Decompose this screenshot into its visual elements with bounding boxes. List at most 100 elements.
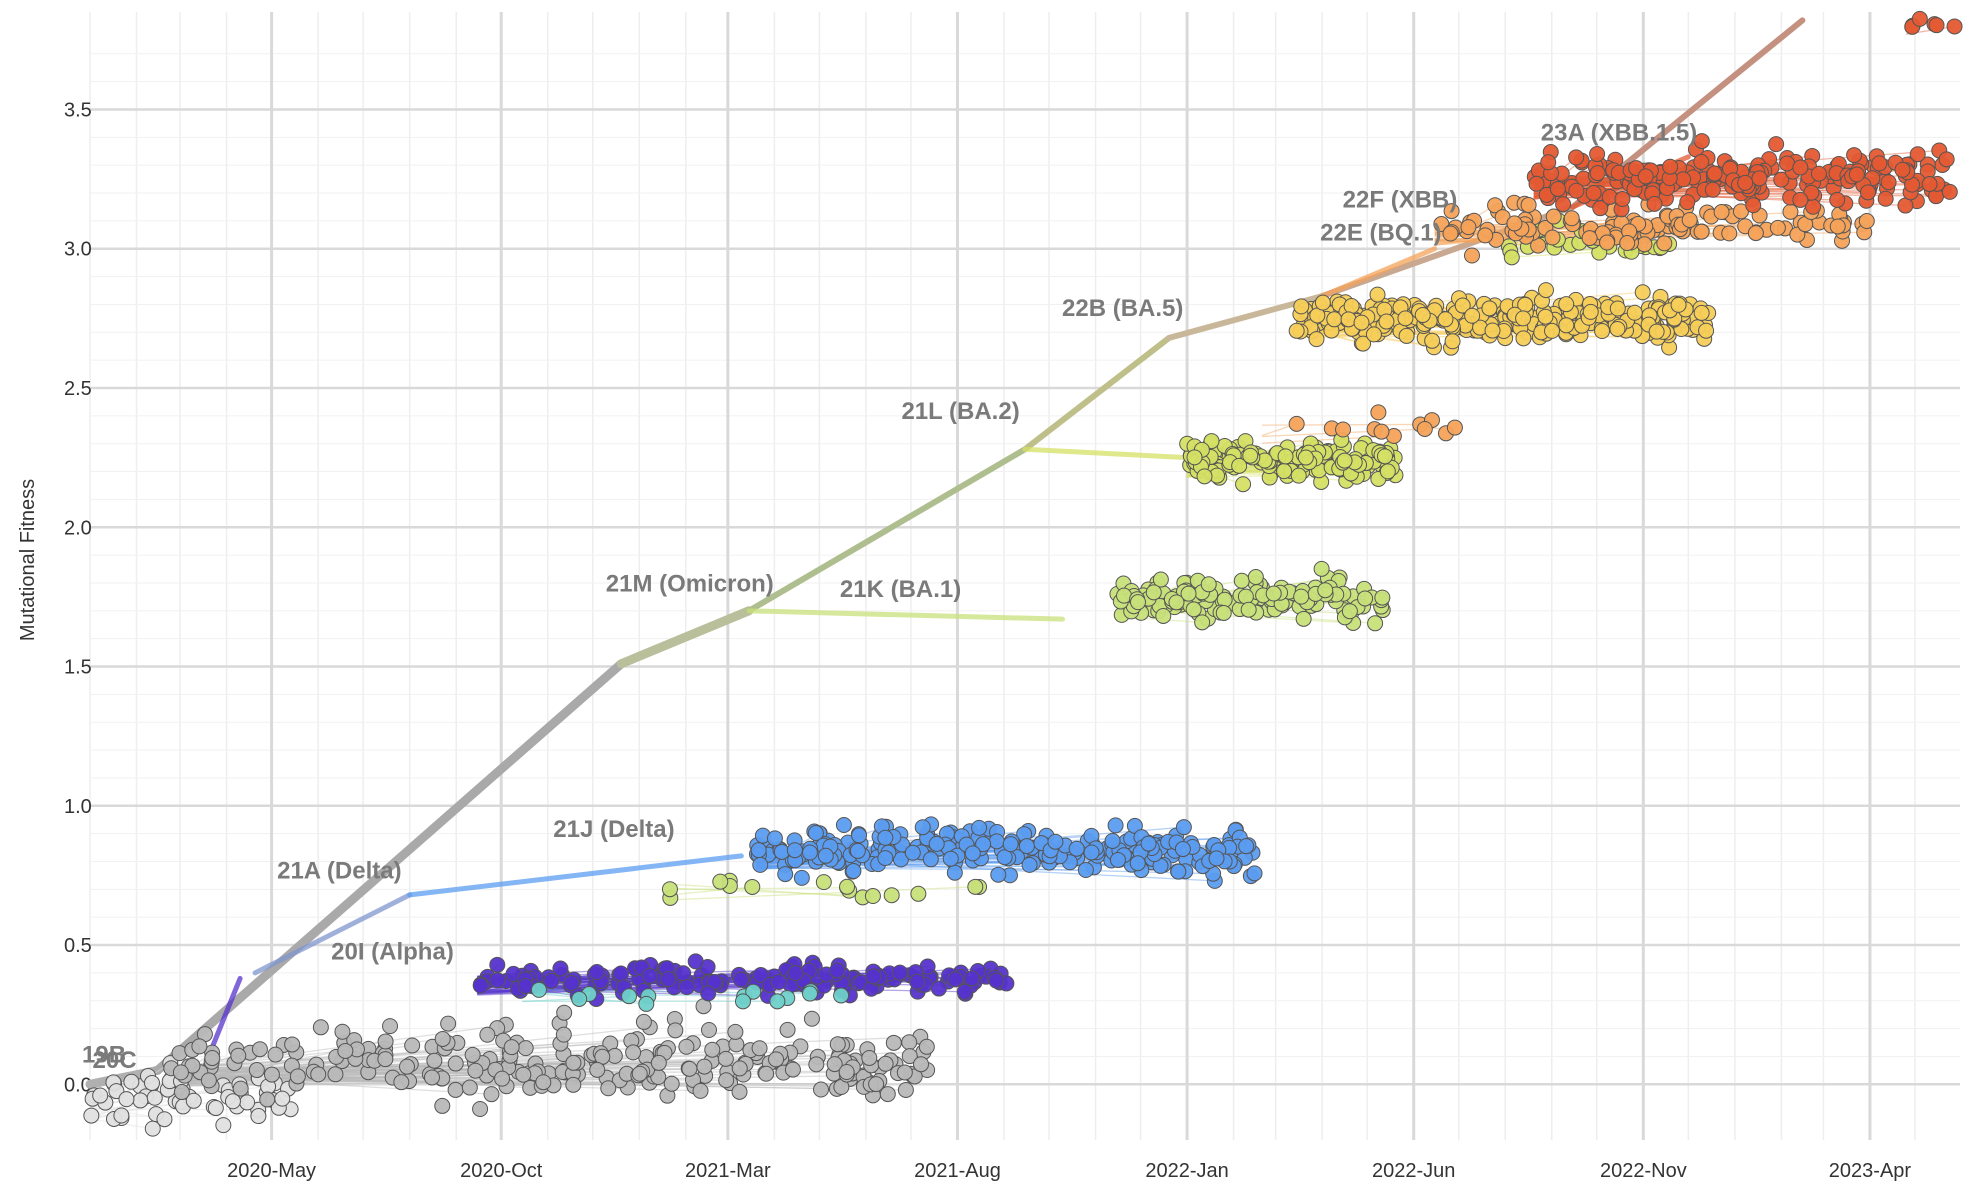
- sample-point: [801, 844, 818, 861]
- sample-point: [232, 1080, 249, 1097]
- sample-point: [1018, 838, 1035, 855]
- sample-point: [1367, 615, 1384, 632]
- y-tick-label: 1.0: [64, 796, 92, 818]
- sample-point: [1938, 151, 1955, 168]
- sample-point: [1365, 326, 1382, 343]
- sample-point: [1335, 421, 1352, 438]
- sample-point: [901, 1048, 918, 1065]
- sample-point: [1442, 225, 1459, 242]
- sample-point: [687, 953, 704, 970]
- sample-point: [1594, 323, 1611, 340]
- sample-point: [1231, 457, 1248, 474]
- sample-point: [625, 1044, 642, 1061]
- sample-point: [423, 1069, 440, 1086]
- sample-point: [1109, 851, 1126, 868]
- sample-point: [1357, 590, 1374, 607]
- sample-point: [1047, 833, 1064, 850]
- y-tick-label: 2.5: [64, 378, 92, 400]
- y-tick-label: 3.5: [64, 99, 92, 121]
- sample-point: [1859, 184, 1876, 201]
- sample-point: [555, 1026, 572, 1043]
- sample-point: [1609, 320, 1626, 337]
- sample-point: [1288, 322, 1305, 339]
- sample-point: [913, 1056, 930, 1073]
- sample-point: [727, 1023, 744, 1040]
- sample-point: [1152, 571, 1169, 588]
- sample-point: [1107, 817, 1124, 834]
- sample-point: [904, 844, 921, 861]
- sample-point: [1463, 247, 1480, 264]
- sample-point: [1313, 560, 1330, 577]
- sample-point: [535, 1074, 552, 1091]
- sample-point: [1104, 832, 1121, 849]
- sample-point: [230, 1047, 247, 1064]
- sample-point: [928, 835, 945, 852]
- sample-point: [239, 1094, 256, 1111]
- sample-point: [1599, 234, 1616, 251]
- clade-branch: [206, 975, 243, 1059]
- sample-point: [784, 1061, 801, 1078]
- sample-point: [621, 988, 638, 1005]
- sample-point: [251, 1041, 268, 1058]
- sample-point: [813, 1081, 830, 1098]
- sample-point: [1568, 182, 1585, 199]
- y-tick-label: 3.0: [64, 239, 92, 261]
- sample-point: [692, 1082, 709, 1099]
- sample-point: [1460, 219, 1477, 236]
- sample-point: [1174, 841, 1191, 858]
- sample-point: [207, 1100, 224, 1117]
- sample-point: [377, 1033, 394, 1050]
- sample-point: [883, 887, 900, 904]
- branch-line: [165, 1077, 554, 1086]
- sample-point: [801, 985, 818, 1002]
- sample-point: [1175, 819, 1192, 836]
- sample-point: [552, 960, 569, 977]
- sample-point: [483, 1086, 500, 1103]
- sample-point: [826, 1056, 843, 1073]
- sample-point: [838, 1064, 855, 1081]
- sample-point: [146, 1089, 163, 1106]
- sample-point: [1235, 476, 1252, 493]
- sample-point: [132, 1092, 149, 1109]
- sample-point: [734, 993, 751, 1010]
- backbone-segment: [153, 659, 626, 1075]
- sample-point: [1858, 213, 1875, 230]
- sample-point: [1414, 307, 1431, 324]
- sample-point: [1693, 153, 1710, 170]
- sample-point: [946, 864, 963, 881]
- sample-point: [1077, 862, 1094, 879]
- sample-point: [712, 873, 729, 890]
- branch-line: [164, 1024, 506, 1072]
- sample-point: [891, 964, 908, 981]
- sample-point: [731, 1083, 748, 1100]
- y-tick-label: 2.0: [64, 517, 92, 539]
- sample-point: [1549, 180, 1566, 197]
- x-tick-label: 2020-May: [227, 1160, 316, 1182]
- clade-branch: [407, 853, 744, 898]
- x-tick-label: 2022-Jan: [1145, 1160, 1228, 1182]
- clade-label: 21M (Omicron): [606, 571, 774, 598]
- sample-point: [1693, 133, 1710, 150]
- sample-point: [786, 842, 803, 859]
- sample-point: [1021, 856, 1038, 873]
- sample-point: [382, 1018, 399, 1035]
- sample-point: [563, 975, 580, 992]
- sample-point: [750, 842, 767, 859]
- sample-point: [1446, 419, 1463, 436]
- y-tick-label: 0.5: [64, 935, 92, 957]
- sample-point: [1713, 204, 1730, 221]
- branch-line: [667, 887, 873, 897]
- sample-point: [83, 1107, 100, 1124]
- sample-point: [1145, 584, 1162, 601]
- sample-point: [1308, 331, 1325, 348]
- x-axis: 2020-May 2020-Oct 2021-Mar 2021-Aug 2022-Jan…: [227, 1160, 1911, 1182]
- sample-point: [650, 1054, 667, 1071]
- clade-branch: [252, 892, 413, 976]
- sample-point: [700, 1022, 717, 1039]
- sample-point: [472, 1101, 489, 1118]
- sample-point: [839, 878, 856, 895]
- sample-point: [1544, 229, 1561, 246]
- sample-point: [440, 1015, 457, 1032]
- sample-point: [1336, 452, 1353, 469]
